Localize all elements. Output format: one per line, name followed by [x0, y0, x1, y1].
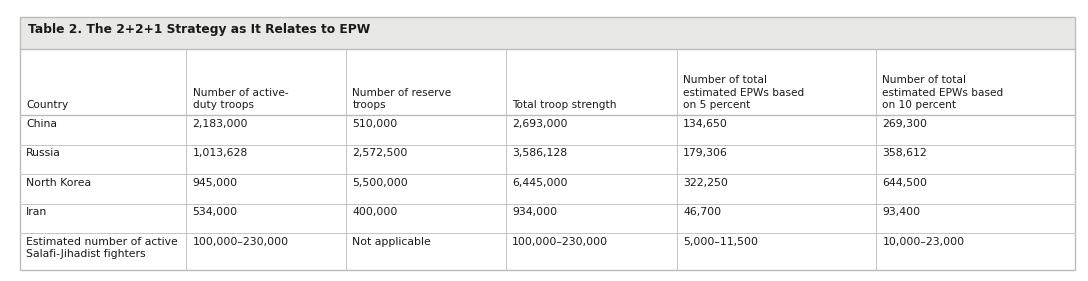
Text: Estimated number of active
Salafi-Jihadist fighters: Estimated number of active Salafi-Jihadi…: [26, 237, 177, 259]
Bar: [20, 145, 1075, 174]
Text: 46,700: 46,700: [683, 207, 721, 217]
Text: Russia: Russia: [26, 148, 61, 158]
Text: Total troop strength: Total troop strength: [512, 100, 617, 110]
Text: 2,183,000: 2,183,000: [193, 119, 248, 129]
Bar: [20, 174, 1075, 204]
Text: 322,250: 322,250: [683, 178, 728, 188]
Text: North Korea: North Korea: [26, 178, 91, 188]
Text: Number of active-
duty troops: Number of active- duty troops: [193, 88, 288, 110]
Bar: [20, 204, 1075, 233]
Text: 644,500: 644,500: [882, 178, 927, 188]
Text: 6,445,000: 6,445,000: [512, 178, 568, 188]
Text: Not applicable: Not applicable: [353, 237, 431, 247]
Text: 534,000: 534,000: [193, 207, 238, 217]
Text: Country: Country: [26, 100, 69, 110]
Text: Table 2. The 2+2+1 Strategy as It Relates to EPW: Table 2. The 2+2+1 Strategy as It Relate…: [28, 23, 371, 36]
Bar: [20, 17, 1075, 270]
Text: 3,586,128: 3,586,128: [512, 148, 567, 158]
Text: Number of total
estimated EPWs based
on 5 percent: Number of total estimated EPWs based on …: [683, 75, 804, 110]
Text: 10,000–23,000: 10,000–23,000: [882, 237, 964, 247]
Bar: [20, 233, 1075, 270]
Text: 2,693,000: 2,693,000: [512, 119, 568, 129]
Text: 945,000: 945,000: [193, 178, 238, 188]
Bar: [20, 115, 1075, 145]
Text: Number of reserve
troops: Number of reserve troops: [353, 88, 452, 110]
Text: 134,650: 134,650: [683, 119, 728, 129]
Bar: [20, 17, 1075, 49]
Text: 5,000–11,500: 5,000–11,500: [683, 237, 758, 247]
Text: 934,000: 934,000: [512, 207, 557, 217]
Text: China: China: [26, 119, 57, 129]
Text: 358,612: 358,612: [882, 148, 927, 158]
Text: 93,400: 93,400: [882, 207, 920, 217]
Text: 269,300: 269,300: [882, 119, 927, 129]
Text: 510,000: 510,000: [353, 119, 397, 129]
Text: 179,306: 179,306: [683, 148, 728, 158]
Text: 2,572,500: 2,572,500: [353, 148, 408, 158]
Text: 1,013,628: 1,013,628: [193, 148, 248, 158]
Text: 100,000–230,000: 100,000–230,000: [193, 237, 288, 247]
Text: 100,000–230,000: 100,000–230,000: [512, 237, 608, 247]
Bar: [20, 49, 1075, 115]
Text: 400,000: 400,000: [353, 207, 398, 217]
Text: Iran: Iran: [26, 207, 48, 217]
Text: Number of total
estimated EPWs based
on 10 percent: Number of total estimated EPWs based on …: [882, 75, 1003, 110]
Text: 5,500,000: 5,500,000: [353, 178, 408, 188]
